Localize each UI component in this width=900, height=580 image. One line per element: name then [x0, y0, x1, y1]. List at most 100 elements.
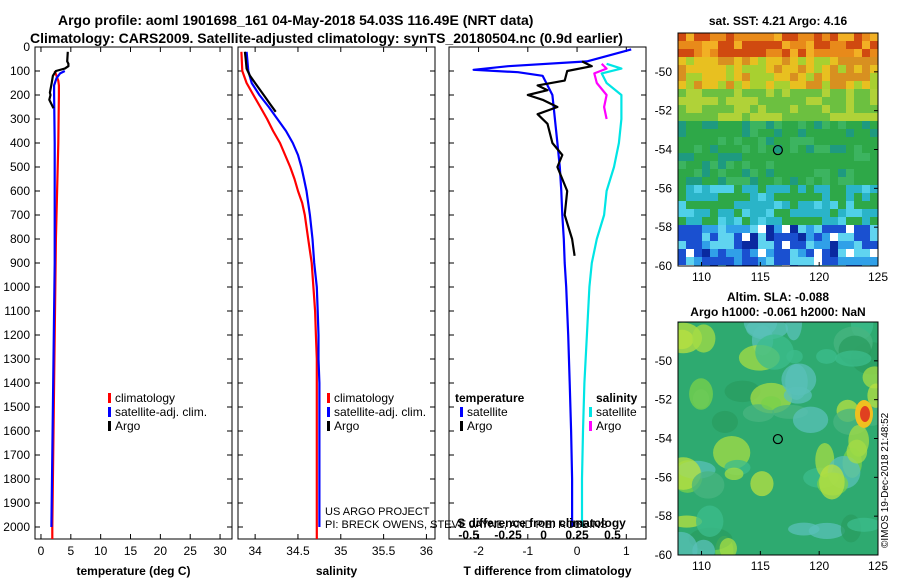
sst-cell: [718, 121, 726, 129]
sst-cell: [822, 65, 830, 73]
sst-cell: [766, 105, 774, 113]
figure-title-line2: Climatology: CARS2009. Satellite-adjuste…: [30, 30, 623, 46]
sst-cell: [702, 41, 710, 49]
sst-cell: [774, 153, 782, 161]
sla-blob: [743, 322, 778, 337]
sst-cell: [678, 121, 686, 129]
sst-cell: [694, 233, 702, 241]
sst-cell: [758, 249, 766, 257]
sst-cell: [726, 145, 734, 153]
sst-cell: [702, 33, 710, 41]
sst-cell: [806, 113, 814, 121]
sst-cell: [846, 201, 854, 209]
legend-temp-satellite-label: satellite: [467, 405, 508, 419]
series-group: [48, 51, 70, 539]
sst-cell: [862, 121, 870, 129]
sst-cell: [758, 57, 766, 65]
sla-blob: [847, 517, 878, 532]
sst-cell: [854, 105, 862, 113]
sst-cell: [718, 225, 726, 233]
sst-cell: [702, 73, 710, 81]
sst-cell: [742, 65, 750, 73]
sst-cell: [694, 97, 702, 105]
sst-cell: [798, 241, 806, 249]
sst-cell: [814, 97, 822, 105]
sst-cell: [838, 257, 846, 265]
sst-cell: [806, 257, 814, 265]
sst-cell: [782, 161, 790, 169]
sst-cell: [686, 137, 694, 145]
sst-cell: [830, 137, 838, 145]
sst-cell: [798, 57, 806, 65]
x-tick-label: 0: [574, 544, 581, 558]
sst-cell: [822, 105, 830, 113]
sst-cell: [686, 249, 694, 257]
sst-cell: [742, 177, 750, 185]
sst-cell: [790, 121, 798, 129]
sst-cell: [710, 65, 718, 73]
x-tick-label: 1: [623, 544, 630, 558]
sst-cell: [694, 129, 702, 137]
sst-cell: [830, 105, 838, 113]
sst-cell: [806, 217, 814, 225]
difference-panel: -2 -1 0 1 T difference from climatology S dif…: [448, 46, 647, 578]
series-line-climatology: [240, 51, 318, 539]
sst-cell: [822, 209, 830, 217]
sst-cell: [790, 73, 798, 81]
x-tick-label: 34.5: [286, 544, 310, 558]
sst-cell: [726, 81, 734, 89]
sst-cell: [830, 177, 838, 185]
sst-cell: [678, 153, 686, 161]
sst-cell: [774, 225, 782, 233]
sst-cell: [710, 177, 718, 185]
sst-cell: [686, 129, 694, 137]
sst-cell: [726, 177, 734, 185]
legend-argo-swatch: [327, 421, 330, 431]
sst-cell: [806, 209, 814, 217]
lon-tick-label: 120: [809, 270, 829, 284]
sst-cell: [838, 217, 846, 225]
figure-title-line1: Argo profile: aoml 1901698_161 04-May-20…: [58, 12, 534, 28]
sst-cell: [838, 105, 846, 113]
sst-cell: [702, 113, 710, 121]
depth-tick-label: 200: [10, 88, 30, 102]
sst-cell: [854, 145, 862, 153]
sst-cell: [726, 185, 734, 193]
sst-cell: [846, 41, 854, 49]
sst-cell: [870, 209, 878, 217]
sst-cell: [790, 201, 798, 209]
sst-cell: [750, 241, 758, 249]
sst-cell: [758, 33, 766, 41]
sst-cell: [790, 65, 798, 73]
sst-cell: [822, 145, 830, 153]
series-line-temperature-satellite: [472, 48, 632, 527]
sst-cell: [814, 153, 822, 161]
sst-cell: [806, 161, 814, 169]
sst-cell: [798, 121, 806, 129]
sst-cell: [814, 49, 822, 57]
sst-cell: [814, 89, 822, 97]
sst-cell: [790, 225, 798, 233]
sst-cell: [694, 225, 702, 233]
sla-blob: [696, 505, 724, 538]
sst-cell: [758, 97, 766, 105]
sst-cell: [798, 225, 806, 233]
sst-cell: [862, 89, 870, 97]
sst-cell: [830, 89, 838, 97]
sst-cell: [726, 241, 734, 249]
sst-cell: [726, 193, 734, 201]
sst-cell: [830, 81, 838, 89]
sst-cell: [854, 169, 862, 177]
sst-cell: [790, 41, 798, 49]
sst-cell: [862, 225, 870, 233]
sst-cell: [678, 233, 686, 241]
sst-cell: [798, 65, 806, 73]
sst-cell: [686, 113, 694, 121]
series-line-salinity-satellite: [580, 62, 623, 527]
depth-tick-label: 2000: [3, 520, 30, 534]
sst-cell: [774, 209, 782, 217]
sst-cell: [774, 257, 782, 265]
sst-cell: [838, 201, 846, 209]
sst-cell: [838, 185, 846, 193]
sst-cell: [750, 201, 758, 209]
